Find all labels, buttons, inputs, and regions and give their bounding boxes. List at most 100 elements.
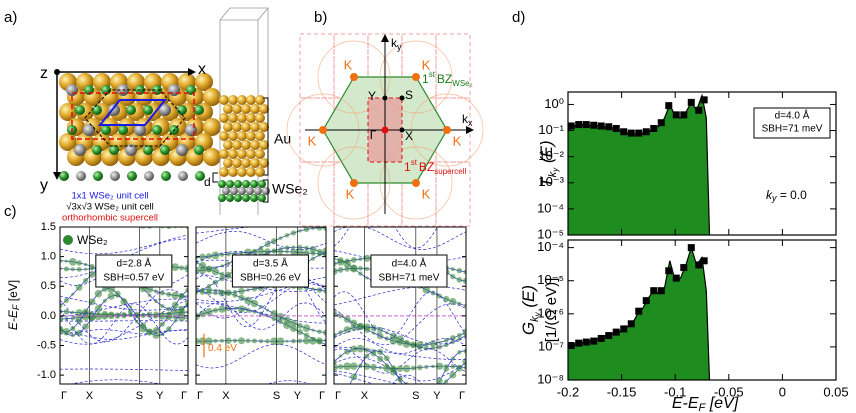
atom — [234, 180, 242, 188]
wse2-weight — [358, 266, 363, 271]
x-tick-label: 0.05 — [823, 384, 848, 399]
atom — [92, 105, 102, 115]
atom — [160, 145, 170, 155]
wse2-weight — [444, 364, 448, 368]
wse2-weight — [370, 325, 376, 331]
wse2-weight — [253, 250, 256, 253]
marker — [575, 121, 582, 128]
wse2-weight — [135, 320, 138, 323]
wse2-weight — [397, 365, 404, 372]
x-tick-label: X — [222, 390, 230, 402]
wse2-weight — [71, 334, 75, 338]
atom — [118, 125, 128, 135]
atom — [223, 122, 233, 132]
point-label: Y — [368, 89, 376, 103]
wse2-weight — [76, 260, 82, 266]
atom — [254, 187, 262, 195]
wse2-weight — [271, 238, 277, 244]
wse2-weight — [425, 390, 429, 394]
k-point — [319, 126, 327, 134]
wse2-weight — [424, 365, 428, 369]
wse2-weight — [227, 261, 231, 265]
annotation: ky = 0.0 — [766, 188, 807, 203]
wse2-weight — [424, 398, 428, 402]
atom — [237, 131, 247, 141]
label: WSe₂ — [272, 181, 308, 197]
legend-text: WSe₂ — [77, 233, 108, 247]
wse2-weight — [350, 362, 358, 370]
wse2-weight — [205, 308, 213, 316]
wse2-weight — [339, 354, 342, 357]
wse2-weight — [338, 267, 344, 273]
text: y — [397, 42, 402, 52]
atom — [92, 145, 102, 155]
wse2-weight — [77, 267, 82, 272]
marker — [701, 96, 708, 103]
wse2-weight — [370, 364, 376, 370]
x-tick-label: 0 — [779, 384, 786, 399]
wse2-weight — [200, 289, 205, 294]
wse2-weight — [266, 251, 270, 255]
marker — [598, 122, 605, 129]
atom — [246, 187, 254, 195]
atom — [250, 180, 258, 188]
wse2-weight — [199, 337, 207, 345]
point-label: X — [405, 129, 413, 143]
wse2-weight — [279, 236, 283, 240]
atom — [246, 113, 256, 123]
atom — [226, 194, 234, 202]
wse2-weight — [206, 266, 212, 272]
legend-text: √3x√3 WSe₂ unit cell — [66, 202, 154, 213]
wse2-weight — [115, 291, 121, 297]
wse2-weight — [358, 271, 362, 275]
wse2-weight — [451, 267, 455, 271]
wse2-weight — [165, 312, 172, 319]
wse2-weight — [71, 267, 75, 271]
panel-label: a) — [4, 9, 17, 26]
atom — [232, 104, 242, 114]
wse2-weight — [252, 338, 257, 343]
wse2-weight — [371, 349, 375, 353]
wse2-weight — [309, 337, 317, 345]
x-tick-label: X — [86, 390, 94, 402]
atom — [241, 104, 251, 114]
marker — [568, 122, 575, 129]
y-axis-label: E-EF [eV] — [6, 280, 21, 330]
atom — [258, 194, 266, 202]
marker — [583, 121, 590, 128]
atom — [255, 149, 265, 159]
x-tick-label: Γ — [61, 390, 67, 402]
wse2-weight — [457, 333, 462, 338]
x-tick-label: Y — [294, 390, 302, 402]
wse2-weight — [457, 350, 461, 354]
atom — [250, 140, 260, 150]
bracket — [213, 173, 218, 182]
y-tick-label: 0.5 — [41, 280, 56, 292]
wse2-weight — [76, 284, 83, 291]
wse2-weight — [358, 257, 362, 261]
cell-box — [220, 8, 268, 20]
marker — [701, 257, 708, 264]
axis-label: ky — [391, 36, 402, 52]
wse2-weight — [233, 290, 237, 294]
marker — [695, 107, 702, 114]
wse2-weight — [317, 329, 322, 334]
atom — [241, 122, 251, 132]
wse2-weight — [297, 245, 302, 250]
x-tick-label: S — [273, 390, 280, 402]
y-tick-label: 10⁻⁴ — [537, 239, 564, 254]
wse2-weight — [82, 309, 89, 316]
info-text: d=2.8 Å — [116, 257, 151, 270]
k-label: K — [344, 57, 353, 72]
info-text: d=4.0 Å — [392, 257, 427, 270]
atom — [127, 171, 137, 181]
atom — [93, 171, 103, 181]
atom — [232, 158, 242, 168]
wse2-weight — [64, 266, 69, 271]
wse2-weight — [153, 327, 159, 333]
marker — [635, 130, 642, 137]
label: Au — [274, 131, 291, 147]
wse2-weight — [128, 309, 133, 314]
marker — [673, 111, 680, 118]
axis-origin — [54, 69, 60, 75]
